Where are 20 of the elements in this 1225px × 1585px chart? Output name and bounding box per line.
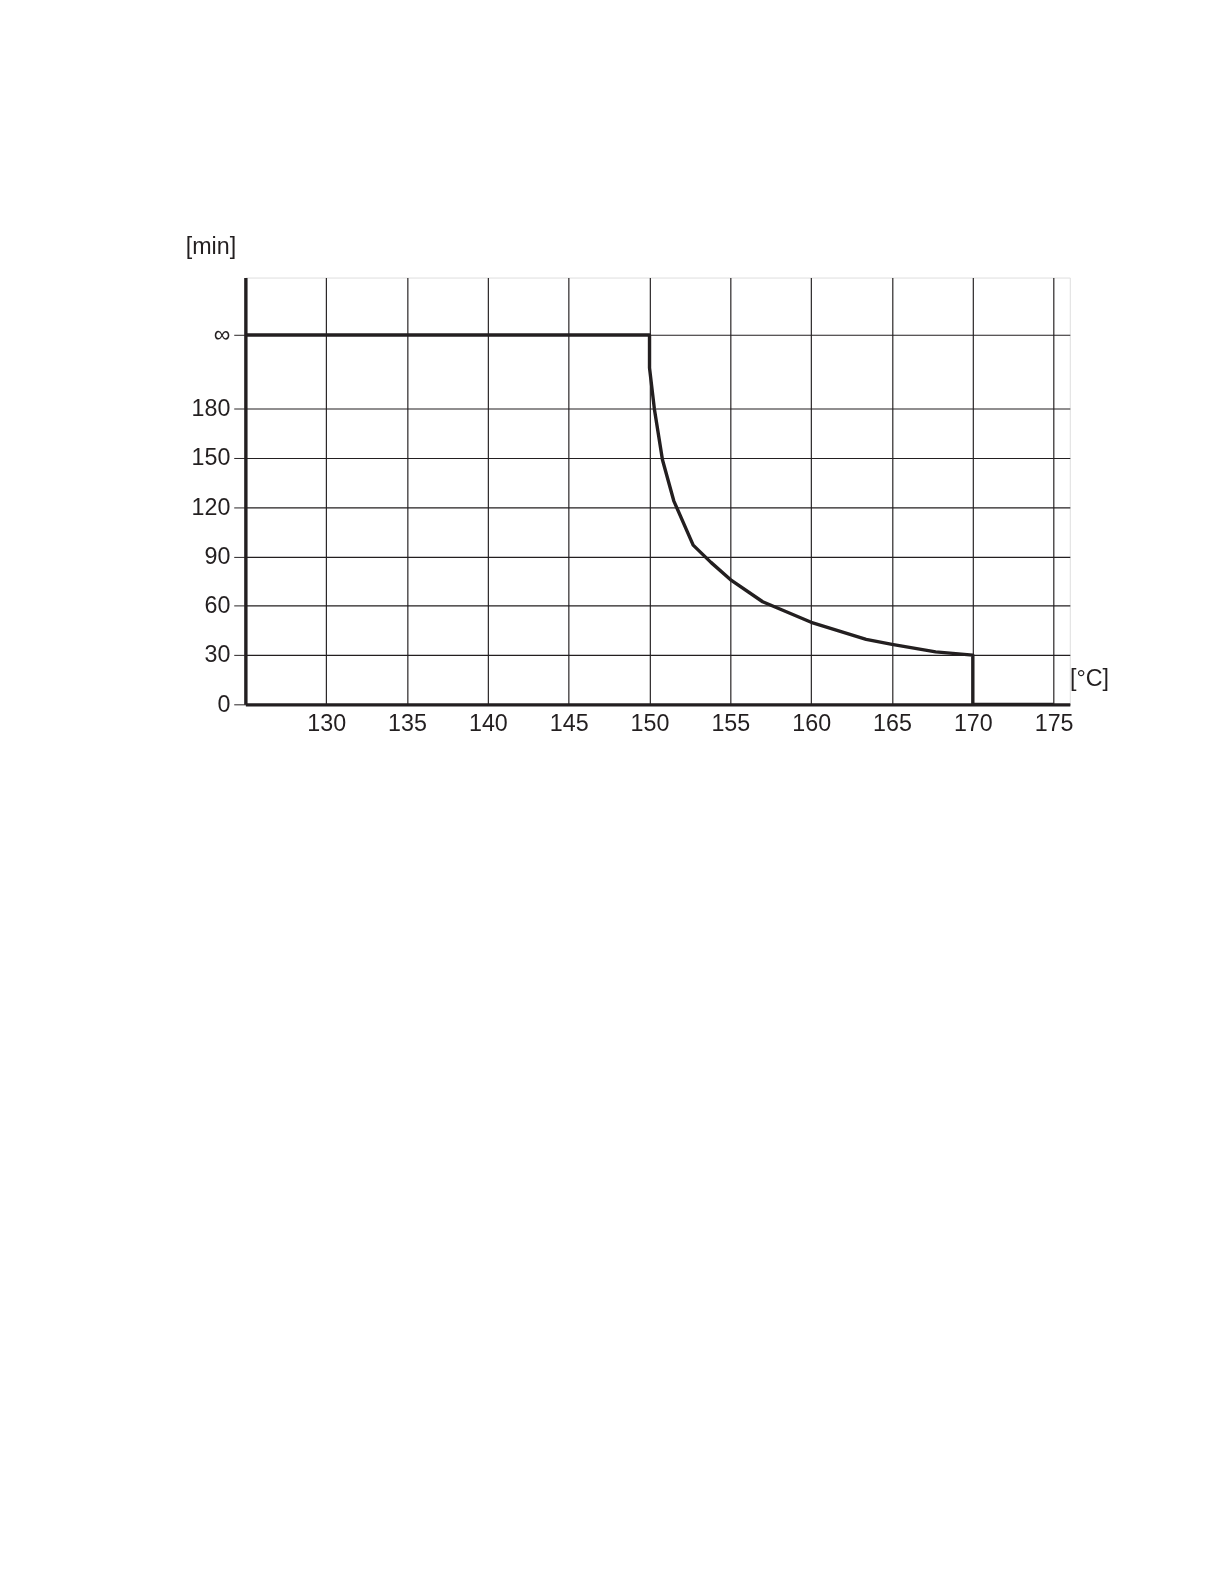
x-tick-label: 165 (873, 710, 912, 737)
y-tick-label: 30 (204, 641, 231, 668)
x-tick-label: 135 (388, 710, 427, 737)
x-tick-label: 175 (1034, 710, 1074, 737)
y-tick-label: ∞ (213, 321, 231, 348)
x-tick-label: 170 (953, 710, 993, 737)
y-tick-label: 90 (204, 542, 231, 569)
x-axis-title: [°C] (1070, 665, 1110, 692)
y-tick-label: 150 (191, 444, 231, 471)
x-tick-label: 150 (630, 710, 670, 737)
y-tick-label: 120 (191, 493, 231, 520)
x-tick-label: 155 (711, 710, 751, 737)
y-tick-label: 180 (191, 395, 231, 422)
x-tick-label: 145 (549, 710, 589, 737)
x-tick-label: 140 (468, 710, 508, 737)
x-tick-label: 130 (307, 710, 347, 737)
x-tick-label: 160 (792, 710, 832, 737)
y-axis-title: [min] (185, 232, 237, 259)
y-tick-label: 0 (217, 690, 231, 717)
y-tick-label: 60 (204, 592, 231, 619)
